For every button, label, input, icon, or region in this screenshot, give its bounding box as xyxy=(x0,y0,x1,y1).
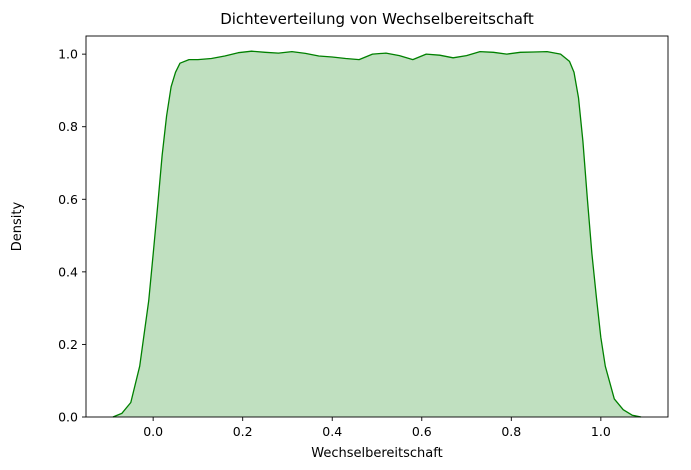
y-tick-label: 0.4 xyxy=(58,264,78,279)
x-tick-label: 1.0 xyxy=(591,424,611,439)
x-axis-label: Wechselbereitschaft xyxy=(311,446,442,461)
x-tick-label: 0.6 xyxy=(412,424,432,439)
y-tick-label: 0.2 xyxy=(58,337,78,352)
y-axis: 0.0 0.2 0.4 0.6 0.8 1.0 xyxy=(58,47,86,425)
x-axis: 0.0 0.2 0.4 0.6 0.8 1.0 xyxy=(143,417,611,439)
density-line xyxy=(112,50,642,418)
y-tick-label: 0.0 xyxy=(58,410,78,425)
y-axis-label: Density xyxy=(10,201,25,251)
x-tick-label: 0.2 xyxy=(233,424,253,439)
density-area xyxy=(112,51,642,417)
x-tick-label: 0.8 xyxy=(501,424,521,439)
y-tick-label: 0.8 xyxy=(58,119,78,134)
y-tick-label: 1.0 xyxy=(58,47,78,62)
plot-area xyxy=(112,50,642,418)
chart-title: Dichteverteilung von Wechselbereitschaft xyxy=(220,10,534,28)
x-tick-label: 0.4 xyxy=(322,424,342,439)
x-tick-label: 0.0 xyxy=(143,424,163,439)
axes-frame xyxy=(85,35,669,418)
y-tick-label: 0.6 xyxy=(58,192,78,207)
